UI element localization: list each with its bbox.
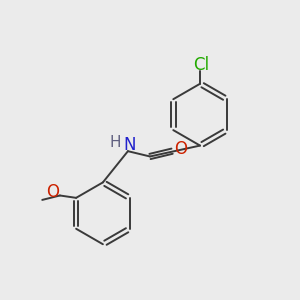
Text: O: O: [46, 183, 59, 201]
Text: Cl: Cl: [194, 56, 210, 74]
Text: N: N: [123, 136, 136, 154]
Text: H: H: [110, 135, 121, 150]
Text: O: O: [174, 140, 188, 158]
